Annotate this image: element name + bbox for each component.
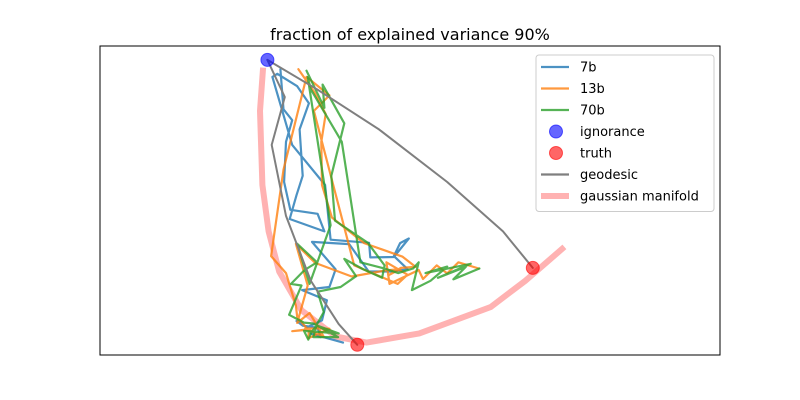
legend-label-70b: 70b: [580, 104, 605, 119]
legend-label-gaussian-manifold: gaussian manifold: [580, 190, 699, 205]
scatter-point-truth-1: [350, 337, 365, 352]
legend-box: [535, 54, 715, 212]
scatter-point-ignorance-1: [260, 52, 275, 67]
legend-label-ignorance: ignorance: [580, 125, 645, 140]
legend-label-geodesic: geodesic: [580, 168, 638, 183]
series-line-geodesic: [266, 58, 359, 346]
axes-frame: [99, 45, 721, 356]
legend-marker-truth: [549, 146, 563, 160]
chart-title: fraction of explained variance 90%: [270, 25, 550, 44]
legend: 7b 13b 70b ignorance truth geodesic gaussian m…: [535, 54, 715, 212]
series-line-70b: [288, 69, 481, 341]
legend-label-truth: truth: [580, 147, 612, 162]
legend-marker-ignorance: [549, 124, 563, 139]
series-line-geodesic-2: [266, 58, 534, 269]
legend-label-13b: 13b: [580, 82, 605, 97]
scatter-point-truth-2: [525, 260, 540, 275]
legend-label-7b: 7b: [580, 61, 597, 76]
plot-area: [257, 52, 567, 352]
